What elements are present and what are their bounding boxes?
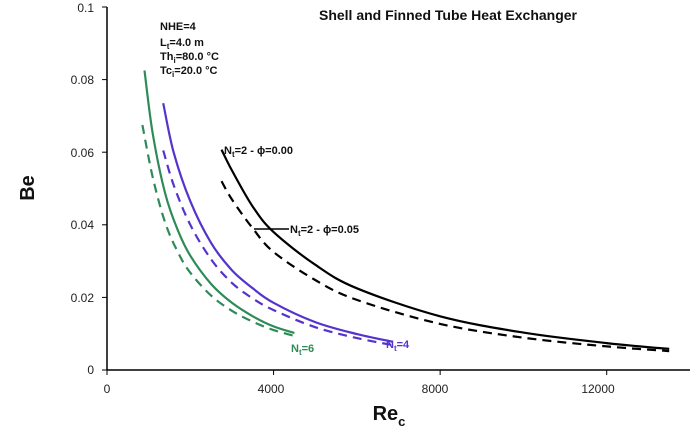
param-length: Lt=4.0 m [160,37,204,51]
x-tick-label: 4000 [258,382,285,396]
param-nhe: NHE=4 [160,21,197,33]
y-tick-label: 0.02 [71,291,95,305]
y-tick-label: 0.1 [77,1,94,15]
y-tick-label: 0.04 [71,218,95,232]
x-tick-label: 12000 [581,382,615,396]
annotation-nt6: Nt=6 [291,343,314,357]
param-hot-inlet: Thi=80.0 °C [160,51,219,65]
series-line-nt2-phi005 [220,180,670,353]
chart-title: Shell and Finned Tube Heat Exchanger [319,7,578,23]
x-tick-labels: 0 4000 8000 12000 [104,382,615,396]
y-tick-label: 0.08 [71,73,95,87]
parameter-block: NHE=4 Lt=4.0 m Thi=80.0 °C Tci=20.0 °C [160,21,219,79]
x-tick-label: 0 [104,382,111,396]
series-line-nt6-phi005 [141,124,295,337]
annotation-nt4: Nt=4 [386,339,410,353]
series-line-nt2-phi0 [220,149,670,350]
series-line-nt4-phi005 [162,150,393,347]
annotation-nt2-phi0: Nt=2 - ϕ=0.00 [224,145,293,159]
annotation-nt2-phi005: Nt=2 - ϕ=0.05 [290,224,359,238]
y-tick-labels: 0 0.02 0.04 0.06 0.08 0.1 [71,1,95,377]
x-tick-label: 8000 [422,382,449,396]
series-group [141,70,670,353]
y-axis-title: Be [17,175,39,201]
axis-ticks [102,6,608,375]
param-cold-inlet: Tci=20.0 °C [160,65,218,79]
series-line-nt4-phi0 [162,102,393,343]
series-line-nt6-phi0 [143,70,295,335]
y-tick-label: 0.06 [71,146,95,160]
x-axis-title: Rec [373,403,406,429]
y-tick-label: 0 [87,363,94,377]
